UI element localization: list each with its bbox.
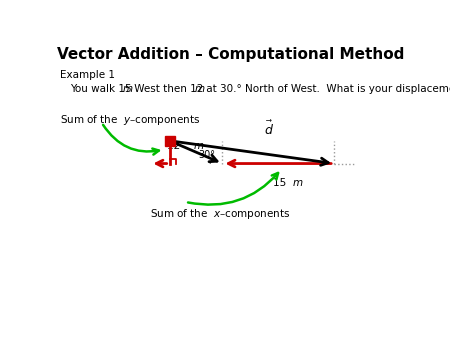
Text: Sum of the  $y$–components: Sum of the $y$–components (60, 114, 200, 127)
Text: You walk 15: You walk 15 (70, 83, 135, 94)
Text: $m$: $m$ (122, 83, 133, 94)
Text: Sum of the  $x$–components: Sum of the $x$–components (150, 207, 291, 221)
Text: $m$: $m$ (292, 178, 304, 188)
Text: $m$: $m$ (193, 141, 204, 151)
Text: Slide 3: Slide 3 (362, 312, 407, 325)
Text: Example 1: Example 1 (60, 71, 115, 80)
Text: $\vec{d}$: $\vec{d}$ (264, 120, 274, 138)
Text: Vector Addition – Computational Method: Vector Addition – Computational Method (57, 47, 404, 62)
Text: 30°: 30° (198, 150, 215, 160)
Text: 15: 15 (274, 178, 290, 188)
Text: $m$: $m$ (194, 83, 205, 94)
Text: at 30.° North of West.  What is your displacement?: at 30.° North of West. What is your disp… (203, 83, 450, 94)
Text: West then 12: West then 12 (131, 83, 207, 94)
Text: 12: 12 (167, 141, 184, 151)
